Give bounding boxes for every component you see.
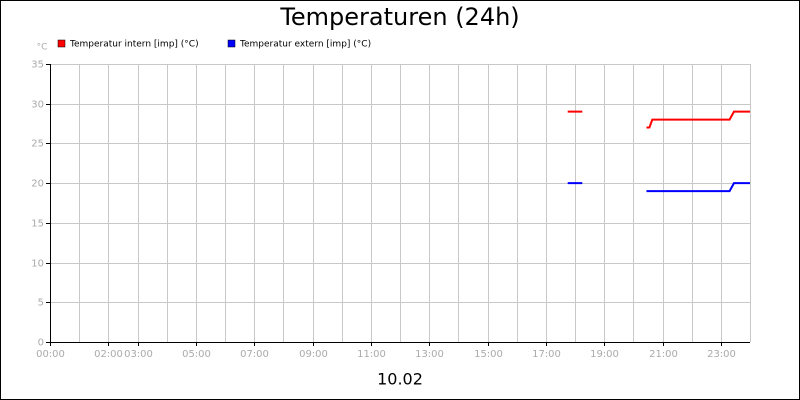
- x-tick-label: 02:00: [94, 349, 123, 360]
- y-tick-label: 10: [31, 259, 44, 270]
- legend-label: Temperatur intern [imp] (°C): [69, 40, 199, 50]
- x-tick-label: 15:00: [474, 349, 503, 360]
- x-tick-label: 05:00: [182, 349, 211, 360]
- x-tick-label: 09:00: [299, 349, 328, 360]
- y-tick-label: 20: [31, 179, 44, 190]
- y-tick-label: 25: [31, 139, 44, 150]
- y-tick-label: 35: [31, 60, 44, 71]
- y-tick-label: 5: [38, 298, 44, 309]
- x-tick-label: 13:00: [415, 349, 444, 360]
- x-tick-label: 17:00: [532, 349, 561, 360]
- legend-swatch: [57, 39, 66, 48]
- y-unit: °C: [37, 43, 48, 53]
- x-tick-label: 00:00: [36, 349, 65, 360]
- legend-swatch: [227, 39, 236, 48]
- legend-label: Temperatur extern [imp] (°C): [239, 40, 371, 50]
- x-tick-label: 03:00: [124, 349, 153, 360]
- x-tick-label: 23:00: [707, 349, 736, 360]
- series-line: [567, 182, 750, 193]
- y-tick-label: 15: [31, 219, 44, 230]
- y-tick-label: 30: [31, 100, 44, 111]
- chart-title: Temperaturen (24h): [279, 3, 519, 31]
- x-tick-label: 07:00: [240, 349, 269, 360]
- x-label: 10.02: [377, 370, 423, 389]
- series-line: [567, 110, 750, 129]
- x-tick-label: 11:00: [357, 349, 386, 360]
- x-tick-label: 21:00: [649, 349, 678, 360]
- y-tick-label: 0: [38, 338, 44, 349]
- x-tick-label: 19:00: [590, 349, 619, 360]
